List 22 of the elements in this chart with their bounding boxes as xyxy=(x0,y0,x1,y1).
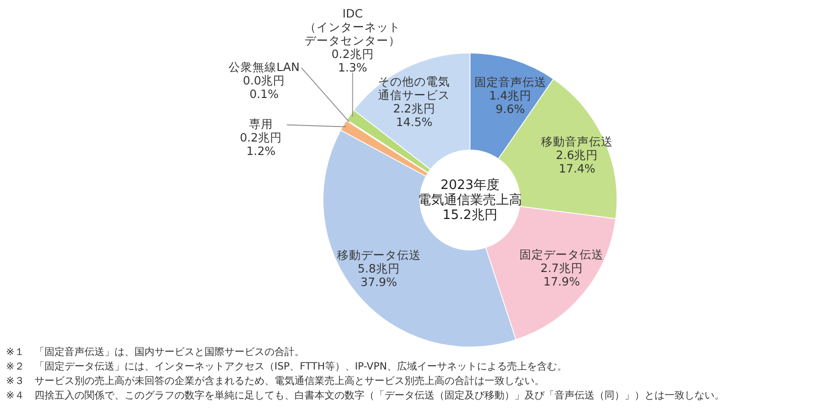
data-label: 0.2兆円 1.3% xyxy=(331,47,374,75)
slice-label: 固定音声伝送 xyxy=(474,74,546,89)
data-label: 5.8兆円 37.9% xyxy=(358,262,400,290)
data-label: 2.7兆円 17.9% xyxy=(540,261,583,289)
data-label: 0.0兆円 0.1% xyxy=(242,73,286,101)
data-label: 0.2兆円 1.2% xyxy=(240,130,282,158)
slice-label: 公衆無線LAN xyxy=(228,60,300,74)
data-label: 1.4兆円 9.6% xyxy=(489,88,532,116)
slice-label: 移動データ伝送 xyxy=(336,248,421,262)
data-label: 2.6兆円 17.4% xyxy=(556,148,598,176)
text: 15.2兆円 xyxy=(442,208,498,223)
text: ※１ 「固定音声伝送」は、国内サービスと国際サービスの合計。 xyxy=(6,346,304,358)
slice-label: 固定データ伝送 xyxy=(520,248,604,262)
slice-label: 専用 xyxy=(248,116,273,131)
text: ※３ サービス別の売上高が未回答の企業が含まれるため、電気通信業売上高とサービス別売上高の合計は一致しない。 xyxy=(6,375,544,387)
slice-label: その他の電気通信サービス xyxy=(378,74,450,102)
data-label: 2.2兆円 14.5% xyxy=(393,101,436,129)
slice-label: IDC（インターネットデータセンター） xyxy=(304,6,401,48)
text: ※４ 四捨五入の関係で、このグラフの数字を単純に足しても、白書本文の数字（「データ伝送（固定及び移動）」及び「音声伝送（同）」）とは一致しない。 xyxy=(6,390,724,402)
text: ※２ 「固定データ伝送」には、インターネットアクセス（ISP、FTTH等）、IP-VPN、広域イーサネットによる売上を含む。 xyxy=(6,360,567,372)
text: 電気通信業売上高 xyxy=(418,192,522,208)
text: 2023年度 xyxy=(440,177,500,193)
